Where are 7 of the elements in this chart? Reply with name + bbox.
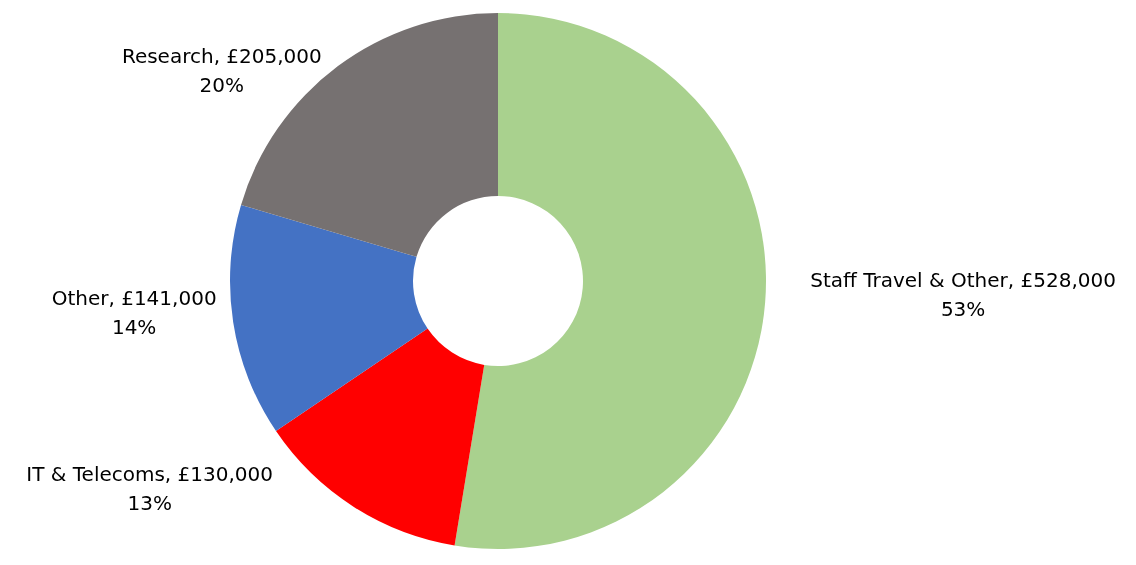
slice-label: Other, £141,000 14% — [51, 286, 217, 340]
donut-slice — [275, 328, 485, 546]
slice-label: Staff Travel & Other, £528,000 53% — [810, 268, 1116, 322]
donut-slice — [454, 13, 766, 549]
slice-label: IT & Telecoms, £130,000 13% — [26, 461, 274, 515]
slice-label: Research, £205,000 20% — [121, 43, 322, 97]
donut-slice — [230, 204, 428, 432]
